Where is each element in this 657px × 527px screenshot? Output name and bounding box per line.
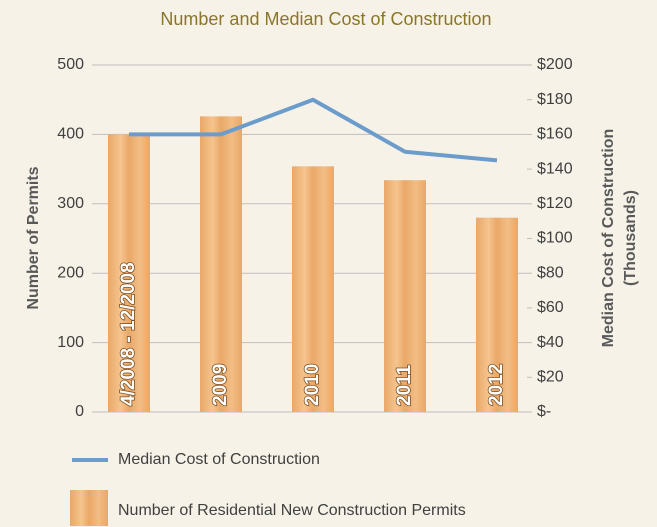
category-label: 2012 <box>486 364 507 406</box>
y2-tick-label: $40 <box>537 334 564 351</box>
y-tick-label: 500 <box>57 56 84 73</box>
line <box>129 97 498 163</box>
category-label: 2009 <box>210 364 231 406</box>
y2-tick-label: $200 <box>537 56 573 73</box>
y2-tick-label: $160 <box>537 126 573 143</box>
category-label: 2011 <box>394 364 415 406</box>
y2-tick-label: $80 <box>537 264 564 281</box>
y-tick-label: 200 <box>57 264 84 281</box>
y2-tick-label: $- <box>537 403 551 420</box>
y2-tick-label: $140 <box>537 160 573 177</box>
y-axis-title: Number of Permits <box>25 166 42 309</box>
y-tick-label: 100 <box>57 334 84 351</box>
y-tick-label: 0 <box>75 403 84 420</box>
category-label: 4/2008 - 12/2008 <box>118 262 139 406</box>
bar <box>384 180 426 412</box>
y2-tick-label: $180 <box>537 91 573 108</box>
chart-title: Number and Median Cost of Construction <box>160 9 491 29</box>
y2-tick-label: $100 <box>537 230 573 247</box>
y-tick-label: 300 <box>57 195 84 212</box>
y2-tick-label: $60 <box>537 299 564 316</box>
bar <box>108 134 150 412</box>
bar <box>292 166 334 412</box>
y2-tick-label: $20 <box>537 369 564 386</box>
legend-label: Number of Residential New Construction P… <box>118 502 466 519</box>
legend-swatch <box>70 490 108 526</box>
y-tick-label: 400 <box>57 126 84 143</box>
category-label: 2010 <box>302 364 323 406</box>
bar <box>476 217 518 412</box>
legend-label: Median Cost of Construction <box>118 451 320 468</box>
y2-axis-title: Median Cost of Construction (Thousands) <box>600 129 639 348</box>
bar <box>200 116 242 412</box>
y2-tick-label: $120 <box>537 195 573 212</box>
